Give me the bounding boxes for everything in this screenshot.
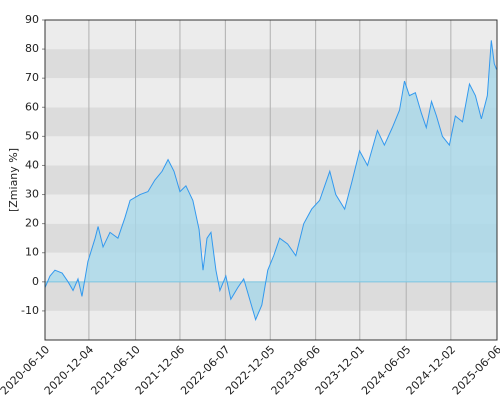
y-tick-label: 40 (25, 158, 39, 171)
x-tick-label: 2025-06-06 (450, 343, 500, 397)
grid-band (45, 281, 497, 311)
y-tick-label: -10 (21, 304, 39, 317)
grid-band (45, 78, 497, 108)
plot-border (44, 19, 498, 341)
area-fill (45, 40, 497, 320)
y-tick-label: 50 (25, 129, 39, 142)
grid-band (45, 49, 497, 79)
y-tick-label: 10 (25, 246, 39, 259)
y-tick-label: 0 (32, 275, 39, 288)
y-axis-label: [Zmiany %] (7, 148, 20, 212)
y-tick-label: 60 (25, 100, 39, 113)
y-tick-label: 30 (25, 188, 39, 201)
grid-band (45, 310, 497, 340)
y-tick-label: 20 (25, 217, 39, 230)
grid-band (45, 20, 497, 50)
line (44, 40, 497, 322)
y-tick-label: 90 (25, 13, 39, 26)
y-tick-label: 70 (25, 71, 39, 84)
y-tick-label: 80 (25, 42, 39, 55)
